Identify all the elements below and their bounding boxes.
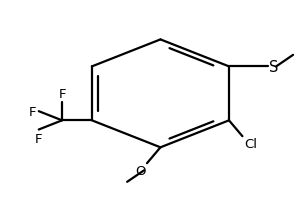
Text: F: F xyxy=(58,88,66,101)
Text: F: F xyxy=(28,105,36,118)
Text: O: O xyxy=(135,164,146,177)
Text: F: F xyxy=(35,132,43,145)
Text: Cl: Cl xyxy=(244,137,257,151)
Text: S: S xyxy=(269,60,279,74)
